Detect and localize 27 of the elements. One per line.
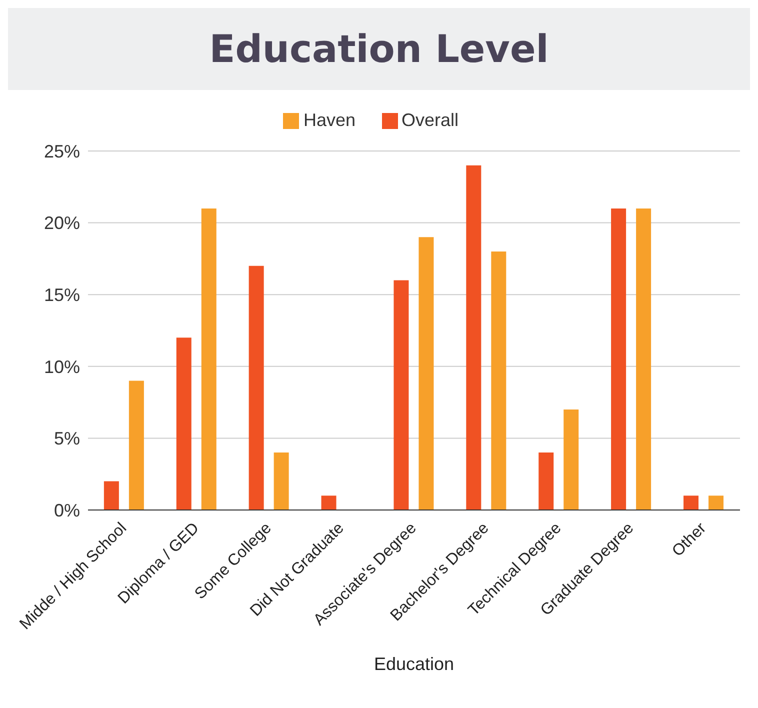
bar: [564, 409, 579, 510]
x-axis-title: Education: [374, 654, 454, 674]
legend-label: Overall: [402, 110, 459, 130]
y-tick-label: 20%: [44, 213, 80, 234]
bar: [538, 452, 554, 510]
bar: [683, 496, 698, 510]
bar: [636, 208, 652, 510]
bar: [274, 452, 289, 510]
y-tick-label: 0%: [54, 500, 80, 520]
bar: [466, 165, 482, 510]
y-tick-label: 25%: [44, 141, 80, 162]
y-tick-label: 10%: [44, 356, 80, 377]
bar: [491, 252, 506, 510]
bar: [201, 208, 216, 510]
bar: [248, 266, 264, 510]
bar: [104, 481, 119, 510]
bar: [321, 496, 336, 510]
bar: [394, 280, 409, 510]
chart-title: Education Level: [8, 8, 750, 90]
bar: [708, 496, 724, 510]
bar: [418, 237, 434, 510]
y-tick-label: 5%: [54, 428, 80, 449]
bar: [611, 208, 626, 510]
bar: [128, 380, 144, 510]
legend-label: Haven: [303, 110, 356, 130]
y-tick-label: 15%: [44, 284, 80, 305]
bar: [176, 338, 192, 510]
